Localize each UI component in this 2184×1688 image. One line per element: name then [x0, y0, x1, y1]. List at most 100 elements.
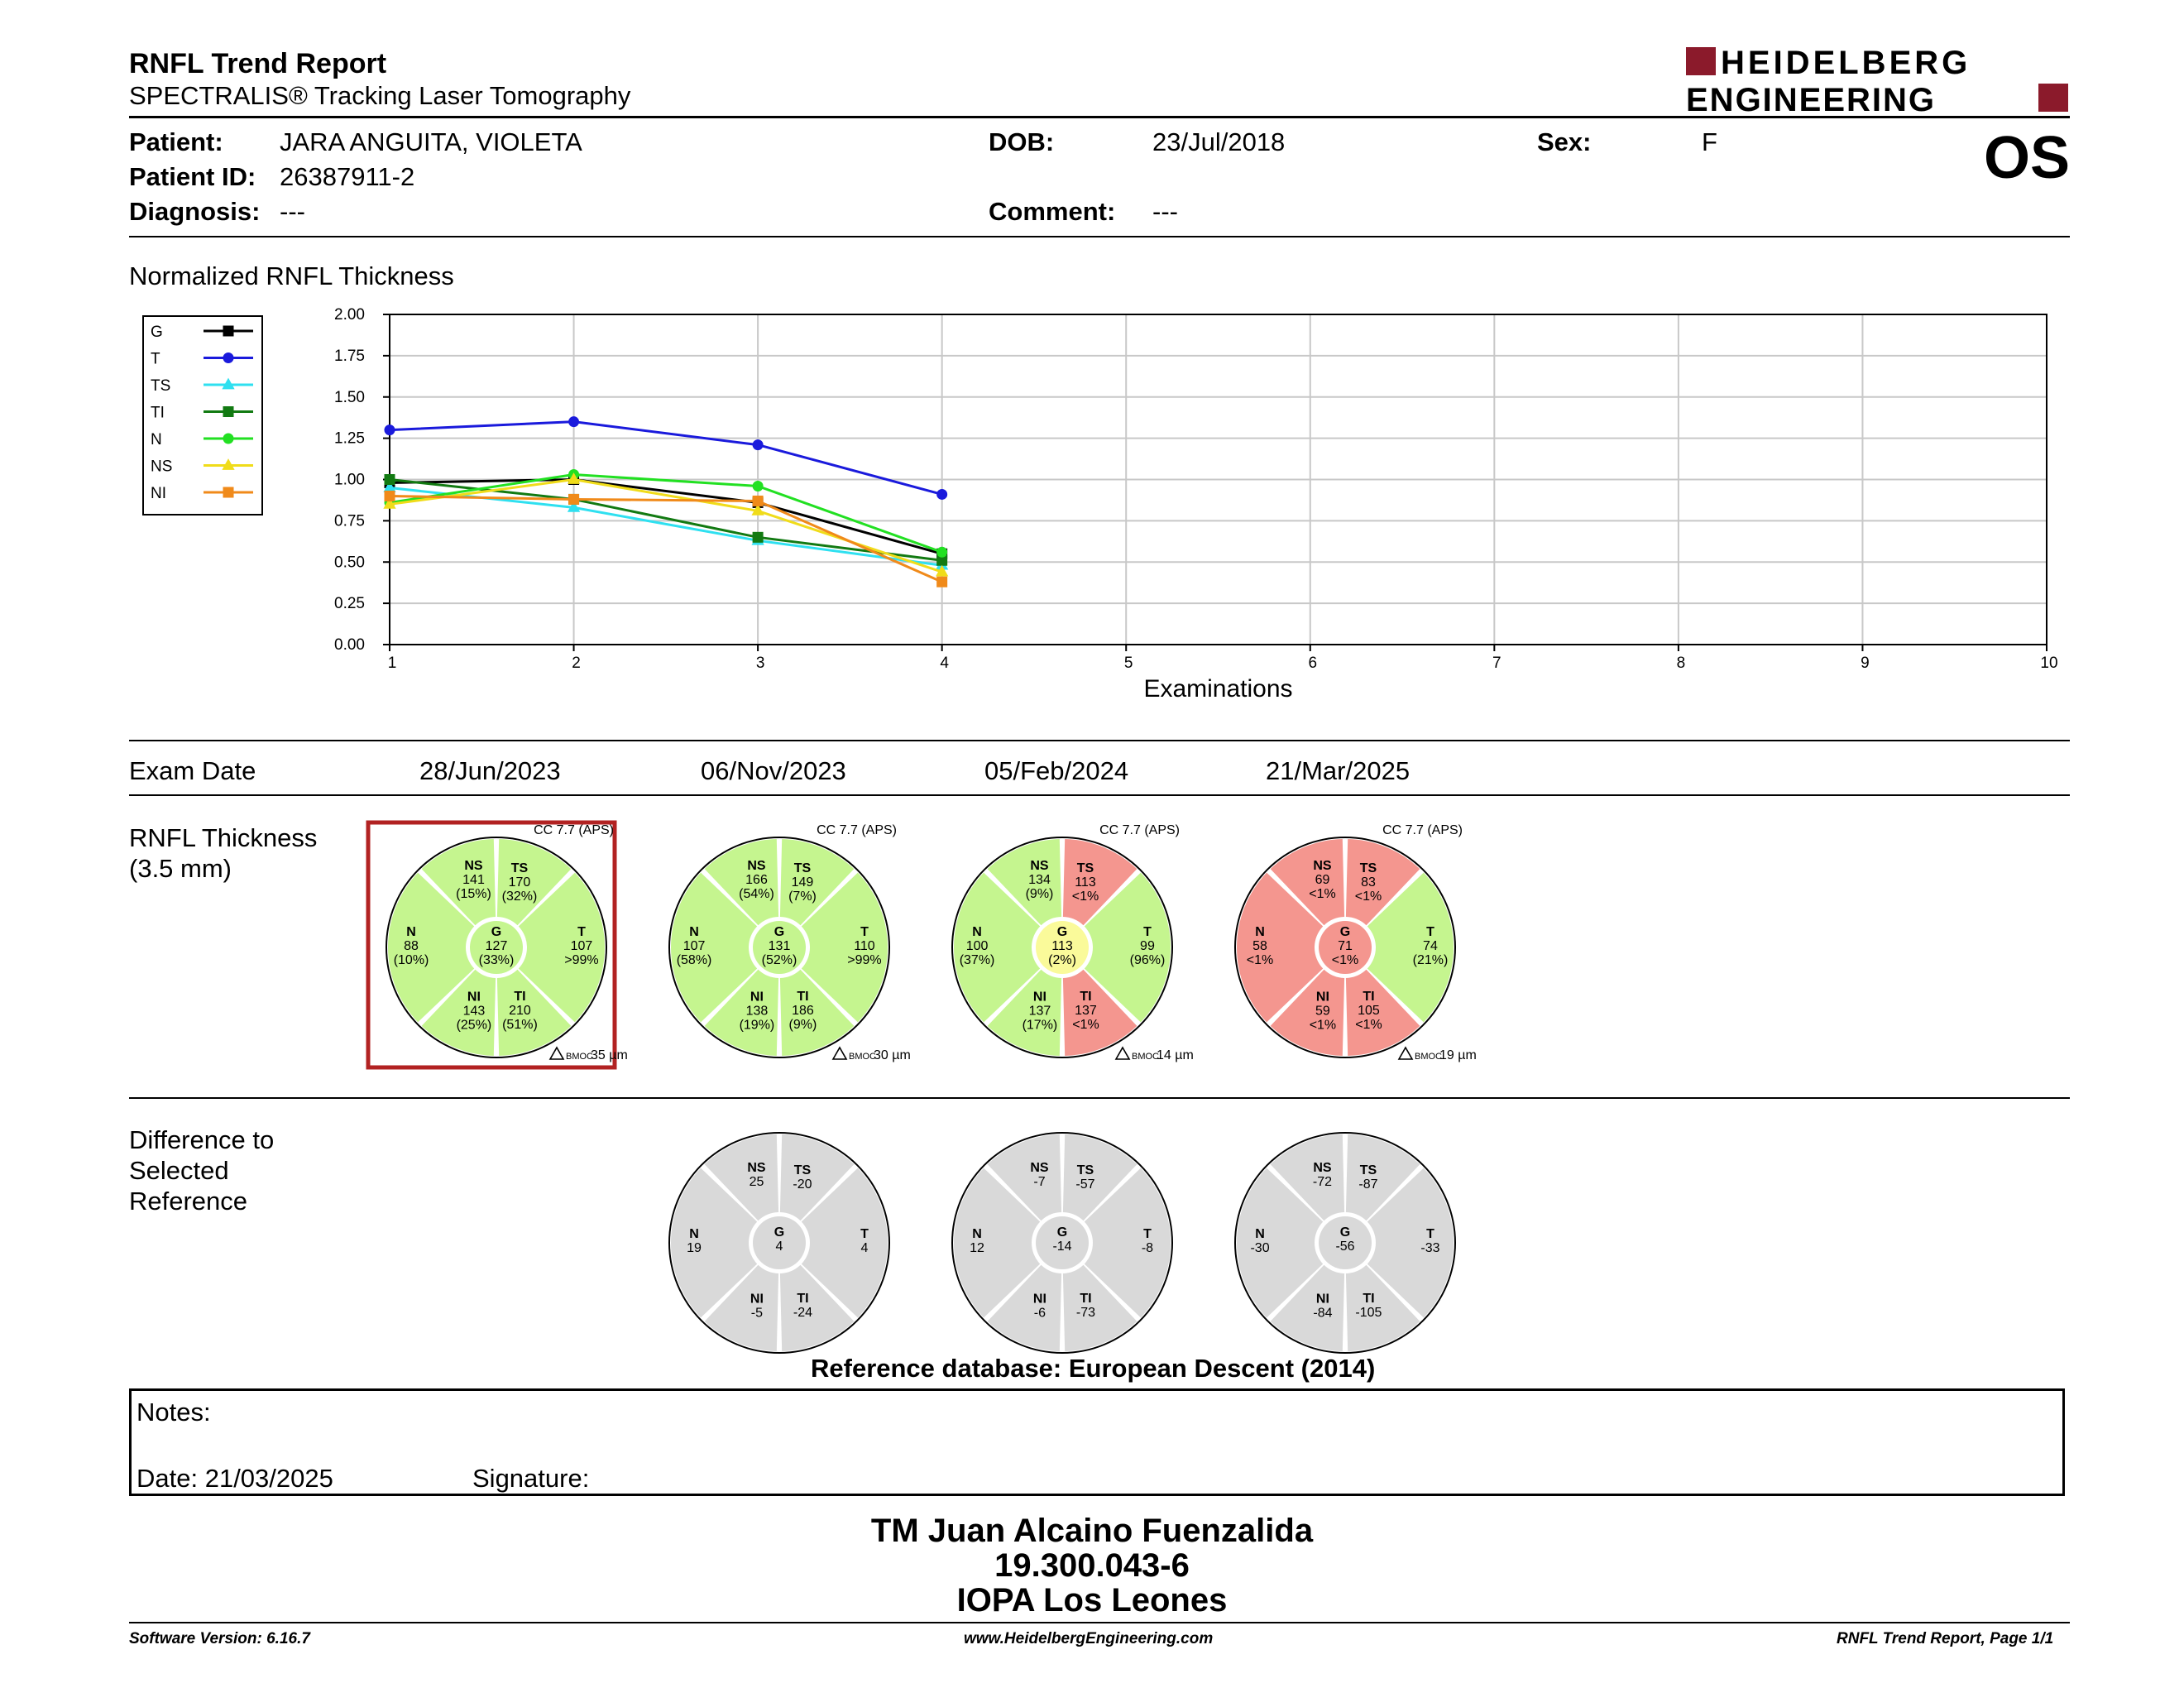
signer-id: 19.300.043-6 — [994, 1547, 1190, 1584]
data-point-ti — [936, 554, 948, 566]
svg-text:(52%): (52%) — [762, 953, 797, 967]
svg-text:107: 107 — [571, 939, 593, 953]
svg-text:-30: -30 — [1250, 1241, 1269, 1255]
svg-text:NS: NS — [464, 859, 483, 873]
svg-text:NI: NI — [750, 1292, 764, 1307]
x-axis-label: Examinations — [1143, 675, 1292, 703]
thickness-label: RNFL Thickness (3.5 mm) — [129, 823, 318, 883]
signer-institution: IOPA Los Leones — [956, 1582, 1228, 1618]
sex-value: F — [1702, 127, 1717, 156]
y-tick-label: 1.50 — [334, 389, 365, 406]
svg-text:143: 143 — [463, 1005, 486, 1019]
svg-text:(9%): (9%) — [789, 1018, 817, 1032]
thickness-chart-1[interactable]: G 127 (33%) T 107 >99% TS 170 (32%) NS 141 (15%) N 88… — [364, 819, 629, 1080]
svg-text:N: N — [972, 1227, 982, 1241]
exam-date-4: 21/Mar/2025 — [1266, 756, 1410, 785]
exam-date-3: 05/Feb/2024 — [984, 756, 1129, 785]
sector-t — [801, 1168, 888, 1318]
comment-value: --- — [1152, 197, 1178, 226]
svg-text:TI: TI — [514, 990, 525, 1004]
sector-n — [954, 1168, 1041, 1318]
svg-text:T: T — [577, 925, 586, 939]
svg-text:TS: TS — [794, 861, 812, 875]
svg-text:G: G — [1057, 925, 1067, 939]
svg-text:TI: TI — [797, 1292, 808, 1306]
svg-text:G: G — [1340, 925, 1350, 939]
exam-date-1: 28/Jun/2023 — [419, 756, 561, 785]
svg-text:137: 137 — [1075, 1004, 1097, 1018]
x-tick-label: 7 — [1492, 655, 1502, 672]
svg-text:>99%: >99% — [847, 953, 881, 967]
sector-ns — [704, 1134, 779, 1221]
svg-text:N: N — [689, 1227, 699, 1241]
data-point-ns — [567, 472, 581, 484]
dob-label: DOB: — [989, 127, 1055, 156]
sector-g — [753, 1216, 806, 1269]
y-tick-label: 0.50 — [334, 554, 365, 571]
legend-box — [142, 315, 263, 516]
svg-text:NI: NI — [467, 990, 481, 1005]
svg-text:TI: TI — [1363, 1292, 1374, 1306]
svg-text:-6: -6 — [1034, 1307, 1046, 1321]
footer-website[interactable]: www.HeidelbergEngineering.com — [964, 1630, 1214, 1647]
svg-text:-20: -20 — [793, 1177, 812, 1192]
svg-text:-24: -24 — [793, 1306, 812, 1320]
sector-n — [1237, 1168, 1324, 1318]
legend-label: NI — [151, 485, 166, 502]
sex-label: Sex: — [1537, 127, 1592, 156]
x-tick-label: 5 — [1124, 655, 1133, 672]
svg-text:NS: NS — [1030, 1161, 1049, 1175]
sector-ni — [1270, 969, 1345, 1056]
thickness-chart-3[interactable]: G 113 (2%) T 99 (96%) TS 113 <1% NS 134 (9%) N 100 (37… — [930, 819, 1195, 1080]
x-tick-label: 2 — [572, 655, 581, 672]
footer-page: RNFL Trend Report, Page 1/1 — [1837, 1630, 2054, 1647]
sector-t — [1084, 1168, 1171, 1318]
sector-label-n: N58<1% — [1247, 925, 1273, 967]
svg-text:NS: NS — [747, 1161, 766, 1175]
svg-text:NS: NS — [1313, 859, 1332, 873]
svg-text:G: G — [1057, 1225, 1067, 1240]
svg-text:71: 71 — [1338, 939, 1353, 953]
difference-chart-4: G -56 T -33 TS -87 NS -72 N -30 NI -84 TI -105 — [1213, 1129, 1478, 1374]
svg-text:4: 4 — [861, 1241, 869, 1255]
legend-marker-n — [223, 433, 234, 444]
difference-chart-3: G -14 T -8 TS -57 NS -7 N 12 NI -6 TI -73 — [930, 1129, 1195, 1374]
svg-text:107: 107 — [683, 939, 706, 953]
bmoc-value: 35 µm — [591, 1048, 628, 1062]
svg-text:170: 170 — [509, 875, 531, 890]
y-tick-label: 1.00 — [334, 472, 365, 489]
data-point-t — [752, 439, 764, 451]
svg-text:G: G — [1340, 1225, 1350, 1240]
svg-text:(10%): (10%) — [394, 953, 429, 967]
difference-chart-2: G 4 T 4 TS -20 NS 25 N 19 NI -5 TI -24 — [647, 1129, 912, 1374]
svg-text:(9%): (9%) — [1026, 887, 1054, 901]
svg-text:166: 166 — [745, 873, 768, 887]
sector-label-t: T-33 — [1420, 1227, 1439, 1255]
sector-n — [671, 1168, 758, 1318]
series-line-ni — [389, 494, 943, 583]
sector-n — [954, 872, 1041, 1023]
patient-id-label: Patient ID: — [129, 162, 256, 191]
delta-icon — [1114, 1046, 1131, 1060]
svg-text:<1%: <1% — [1310, 1019, 1336, 1033]
patient-name-label: Patient: — [129, 127, 223, 156]
sector-ns — [1270, 1134, 1345, 1221]
thickness-chart-4[interactable]: G 71 <1% T 74 (21%) TS 83 <1% NS 69 <1% N 58 <1% NI 59 <1… — [1213, 819, 1478, 1080]
sector-ti — [1345, 1264, 1420, 1351]
notes-box[interactable]: Notes: Date: 21/03/2025 Signature: — [129, 1388, 2065, 1496]
thickness-chart-2[interactable]: G 131 (52%) T 110 >99% TS 149 (7%) NS 166 (54%) N 107… — [647, 819, 912, 1080]
svg-text:N: N — [689, 925, 699, 939]
svg-text:<1%: <1% — [1355, 890, 1382, 904]
svg-text:88: 88 — [404, 939, 419, 953]
legend-marker-ti — [223, 406, 234, 417]
sector-ni — [704, 1264, 779, 1351]
svg-text:(15%): (15%) — [456, 887, 491, 901]
svg-text:69: 69 — [1315, 873, 1330, 887]
